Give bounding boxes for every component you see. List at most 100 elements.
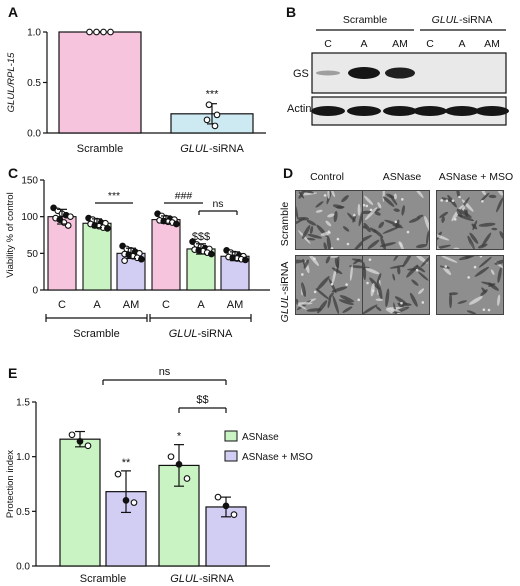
cell-shape	[296, 298, 299, 306]
cell-shape	[325, 256, 331, 264]
cell-shape	[469, 296, 483, 305]
cell-shape	[296, 204, 299, 219]
cell-highlight	[467, 276, 470, 279]
cell-highlight	[487, 308, 491, 312]
cell-shape	[332, 295, 340, 314]
data-point	[86, 28, 93, 36]
cell-shape	[494, 259, 503, 265]
cell-highlight	[453, 218, 457, 221]
cell-highlight	[330, 282, 334, 286]
cell-shape	[418, 271, 429, 281]
cell-shape	[315, 288, 330, 300]
cell-shape	[363, 222, 371, 233]
micrograph-image	[436, 190, 504, 250]
micrograph-column-label: ASNase + MSO	[438, 171, 514, 183]
cell-highlight	[313, 290, 317, 294]
cell-shape	[490, 269, 495, 276]
cell-shape	[363, 304, 378, 314]
cell-shape	[377, 202, 382, 209]
y-tick-label: 1.0	[27, 28, 41, 39]
panel-letter-e: E	[8, 365, 18, 381]
cell-shape	[416, 214, 424, 219]
micrograph-cells	[439, 256, 503, 314]
bracket-label: ns	[159, 366, 171, 378]
cell-shape	[365, 207, 378, 221]
micrograph-row-label-sirna: GLUL-siRNA	[279, 261, 291, 323]
data-point	[84, 442, 92, 450]
bar-0	[58, 31, 142, 134]
chart-a-glul-expression: 0.0 0.5 1.0 GLUL/RPL-15 Scramble GLUL-siRNA **…	[6, 28, 266, 155]
micrograph-image	[362, 190, 430, 250]
cell-shape	[299, 191, 314, 194]
cell-shape	[333, 210, 338, 223]
cell-shape	[395, 219, 400, 229]
cell-shape	[341, 195, 349, 203]
cell-shape	[389, 265, 405, 269]
cell-shape	[363, 235, 373, 245]
cell-shape	[385, 307, 401, 312]
micrograph-cells	[296, 191, 362, 249]
cell-shape	[478, 256, 492, 268]
cell-shape	[367, 239, 380, 249]
blot-group-label-scramble: Scramble	[343, 14, 388, 26]
cell-shape	[392, 273, 396, 281]
cell-shape	[480, 192, 490, 202]
micrograph-row-label-scramble: Scramble	[279, 201, 291, 247]
x-tick-label: C	[58, 299, 66, 311]
bar-3	[151, 219, 181, 291]
x-tick-label: C	[162, 299, 170, 311]
data-point	[138, 255, 145, 263]
cell-shape	[471, 223, 478, 230]
data-point	[230, 511, 238, 518]
cell-shape	[375, 298, 384, 302]
legend-swatch	[224, 430, 238, 442]
cell-highlight	[301, 273, 304, 276]
cell-highlight	[330, 247, 334, 249]
cell-shape	[338, 299, 354, 306]
panel-letter-d: D	[283, 165, 294, 181]
cell-shape	[332, 204, 344, 209]
cell-shape	[380, 236, 387, 249]
x-tick-label: AM	[123, 299, 140, 311]
data-point	[93, 28, 100, 36]
cell-highlight	[440, 199, 443, 202]
cell-shape	[342, 306, 353, 313]
y-tick-label: 150	[21, 176, 38, 187]
x-tick-label: AM	[227, 299, 244, 311]
cell-shape	[377, 273, 382, 283]
y-axis-title: Viability % of control	[5, 192, 16, 277]
blot-band-gs	[385, 67, 415, 79]
cell-highlight	[345, 283, 348, 286]
cell-shape	[375, 306, 382, 312]
significance-label: *	[177, 431, 182, 443]
cell-shape	[393, 193, 397, 200]
cell-shape	[330, 256, 340, 258]
cell-highlight	[415, 268, 419, 272]
cell-highlight	[365, 204, 369, 208]
cell-shape	[303, 259, 309, 269]
cell-shape	[327, 213, 335, 218]
cell-shape	[449, 292, 453, 309]
blot-strip-gs	[311, 52, 507, 94]
data-point	[173, 220, 180, 228]
panel-letter-c: C	[8, 165, 19, 181]
cell-shape	[415, 244, 428, 248]
cell-highlight	[353, 213, 356, 217]
cell-shape	[363, 262, 367, 281]
cell-shape	[317, 300, 328, 314]
cell-shape	[466, 310, 477, 314]
cell-shape	[373, 229, 384, 238]
panel-letter-b: B	[286, 4, 297, 20]
data-point	[104, 225, 111, 232]
data-point	[208, 250, 215, 258]
data-point	[100, 28, 107, 36]
cell-shape	[424, 216, 429, 231]
cell-highlight	[444, 265, 448, 268]
blot-lane-label: C	[324, 38, 332, 50]
cell-shape	[363, 195, 374, 206]
cell-highlight	[481, 199, 484, 203]
x-tick-label-group: GLUL-siRNA	[180, 143, 244, 155]
cell-highlight	[394, 220, 398, 224]
cell-highlight	[401, 198, 404, 201]
data-point	[242, 256, 249, 264]
